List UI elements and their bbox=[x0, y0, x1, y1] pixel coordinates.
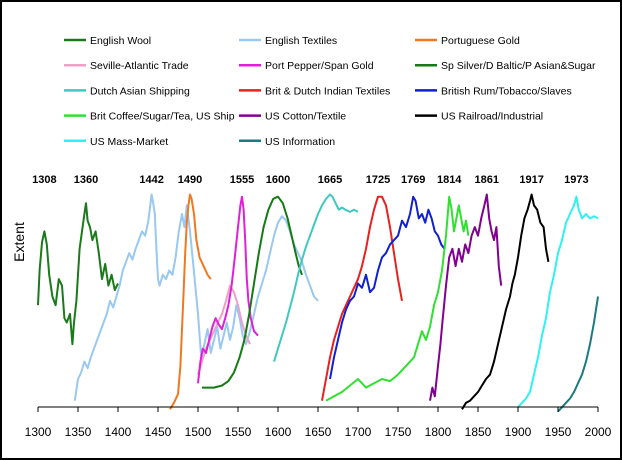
legend-label: British Rum/Tobacco/Slaves bbox=[441, 85, 572, 97]
series-line-port-pepper-span-gold bbox=[197, 195, 259, 384]
peak-label-1600: 1600 bbox=[266, 174, 290, 186]
series-line-us-railroad-industrial bbox=[461, 193, 550, 410]
series-line-brit-dutch-indian-textiles bbox=[321, 195, 403, 401]
legend-label: English Wool bbox=[90, 35, 151, 47]
peak-label-1490: 1490 bbox=[178, 174, 202, 186]
peak-label-1308: 1308 bbox=[32, 174, 56, 186]
legend-item-seville-atlantic-trade: Seville-Atlantic Trade bbox=[64, 60, 189, 72]
peak-label-1973: 1973 bbox=[564, 174, 588, 186]
series-line-brit-coffee-sugar-tea-us-ship bbox=[325, 195, 470, 402]
series-line-british-rum-tobacco-slaves bbox=[329, 195, 446, 380]
legend-label: US Railroad/Industrial bbox=[441, 111, 543, 123]
series-line-us-mass-market bbox=[517, 195, 599, 408]
legend-item-english-wool: English Wool bbox=[64, 35, 151, 47]
series-line-us-information bbox=[557, 296, 599, 413]
legend-item-brit-coffee-sugar-tea-us-ship: Brit Coffee/Sugar/Tea, US Ship bbox=[64, 111, 235, 123]
legend-label: Brit Coffee/Sugar/Tea, US Ship bbox=[90, 111, 235, 123]
legend-item-british-rum-tobacco-slaves: British Rum/Tobacco/Slaves bbox=[415, 85, 572, 97]
legend-item-us-railroad-industrial: US Railroad/Industrial bbox=[415, 111, 543, 123]
legend-item-us-cotton-textile: US Cotton/Textile bbox=[239, 111, 346, 123]
legend-label: Seville-Atlantic Trade bbox=[90, 60, 189, 72]
x-tick-label-1800: 1800 bbox=[425, 425, 452, 439]
legend-item-us-mass-market: US Mass-Market bbox=[64, 136, 168, 148]
series-line-sp-silver-d-baltic-p-asian-sugar bbox=[202, 195, 303, 389]
x-tick-label-1500: 1500 bbox=[185, 425, 212, 439]
x-tick-label-1400: 1400 bbox=[105, 425, 132, 439]
x-tick-label-1950: 1950 bbox=[545, 425, 572, 439]
legend-label: Dutch Asian Shipping bbox=[90, 85, 190, 97]
legend: English Wool English Textiles Portuguese G… bbox=[64, 35, 596, 148]
x-tick-label-2000: 2000 bbox=[585, 425, 612, 439]
peak-label-1861: 1861 bbox=[475, 174, 499, 186]
x-tick-label-1550: 1550 bbox=[225, 425, 252, 439]
legend-label: English Textiles bbox=[265, 35, 337, 47]
peak-label-1665: 1665 bbox=[318, 174, 342, 186]
x-tick-label-1600: 1600 bbox=[265, 425, 292, 439]
series-line-portuguese-gold bbox=[169, 193, 212, 410]
x-tick-label-1850: 1850 bbox=[465, 425, 492, 439]
legend-label: US Information bbox=[265, 136, 335, 148]
peak-label-1814: 1814 bbox=[437, 174, 462, 186]
legend-item-english-textiles: English Textiles bbox=[239, 35, 337, 47]
x-tick-label-1450: 1450 bbox=[145, 425, 172, 439]
x-tick-label-1700: 1700 bbox=[345, 425, 372, 439]
legend-label: Brit & Dutch Indian Textiles bbox=[265, 85, 390, 97]
series-line-dutch-asian-shipping bbox=[273, 193, 359, 362]
peak-label-1360: 1360 bbox=[74, 174, 98, 186]
legend-label: Port Pepper/Span Gold bbox=[265, 60, 374, 72]
peak-label-1769: 1769 bbox=[401, 174, 425, 186]
legend-label: Sp Silver/D Baltic/P Asian&Sugar bbox=[441, 60, 596, 72]
x-tick-label-1750: 1750 bbox=[385, 425, 412, 439]
series-line-us-cotton-textile bbox=[429, 193, 503, 401]
legend-item-port-pepper-span-gold: Port Pepper/Span Gold bbox=[239, 60, 374, 72]
series-line-english-wool bbox=[37, 202, 119, 346]
legend-item-portuguese-gold: Portuguese Gold bbox=[415, 35, 520, 47]
series-line-english-textiles bbox=[73, 193, 319, 401]
legend-item-sp-silver-d-baltic-p-asian-sugar: Sp Silver/D Baltic/P Asian&Sugar bbox=[415, 60, 596, 72]
legend-label: Portuguese Gold bbox=[441, 35, 520, 47]
y-axis-label: Extent bbox=[11, 222, 27, 262]
legend-item-dutch-asian-shipping: Dutch Asian Shipping bbox=[64, 85, 190, 97]
peak-label-1917: 1917 bbox=[519, 174, 543, 186]
x-tick-label-1350: 1350 bbox=[65, 425, 92, 439]
legend-item-brit-dutch-indian-textiles: Brit & Dutch Indian Textiles bbox=[239, 85, 390, 97]
peak-label-1442: 1442 bbox=[139, 174, 163, 186]
x-tick-label-1900: 1900 bbox=[505, 425, 532, 439]
axes: 1300 1350 1400 1450 1500 1550 1600 1650 1700 1750… bbox=[25, 406, 612, 439]
legend-label: US Mass-Market bbox=[90, 136, 168, 148]
x-tick-label-1650: 1650 bbox=[305, 425, 332, 439]
peak-label-1725: 1725 bbox=[366, 174, 390, 186]
plot-area bbox=[37, 193, 599, 413]
peak-label-1555: 1555 bbox=[230, 174, 254, 186]
legend-item-us-information: US Information bbox=[239, 136, 335, 148]
peak-year-labels: 1308 1360 1442 1490 1555 1600 1665 1725 1769 1814… bbox=[32, 174, 588, 186]
legend-label: US Cotton/Textile bbox=[265, 111, 346, 123]
x-tick-label-1300: 1300 bbox=[25, 425, 52, 439]
